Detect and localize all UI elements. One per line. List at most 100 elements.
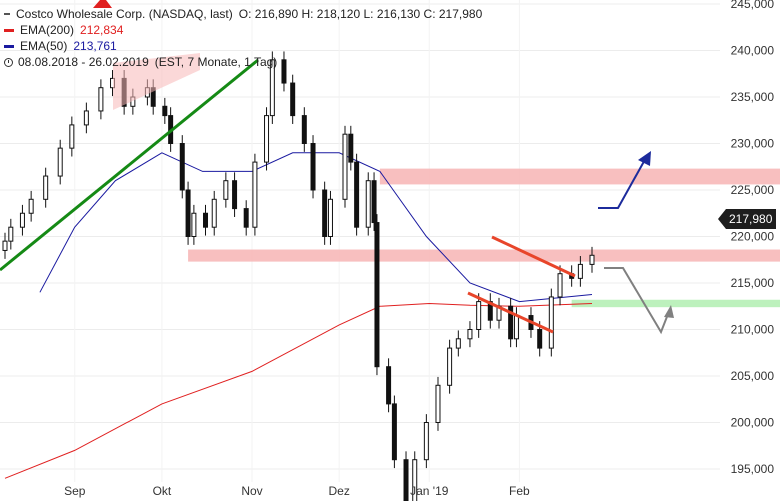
candle-body [365, 180, 371, 228]
ema50-layer [39, 152, 593, 303]
candle-body [412, 459, 418, 501]
last-price-label: 217,980 [729, 212, 773, 226]
ema200-swatch-icon [4, 28, 14, 32]
y-tick-label: 235,000 [731, 90, 775, 104]
x-tick-label: Dez [329, 484, 350, 498]
zone-red [188, 249, 780, 262]
y-tick-label: 215,000 [731, 276, 775, 290]
range-info: (EST, 7 Monate, 1 Tag) [154, 55, 278, 69]
ema50-swatch-icon [4, 44, 14, 48]
candle-body [476, 301, 482, 331]
candle-body [354, 161, 360, 228]
candle-body [327, 198, 333, 238]
chart-legend: Costco Wholesale Corp. (NASDAQ, last) O:… [4, 6, 482, 70]
annotations-layer [0, 0, 674, 335]
x-axis: Sep Okt Nov Dez Jan '19 Feb [64, 484, 530, 498]
candle-body [98, 87, 104, 112]
y-tick-label: 220,000 [731, 230, 775, 244]
candle-body [548, 296, 554, 349]
candle-body [179, 143, 185, 191]
candle-body [342, 133, 348, 200]
clock-icon [4, 57, 13, 67]
y-tick-label: 240,000 [731, 44, 775, 58]
grid-layer [0, 0, 720, 482]
candle-body [290, 82, 296, 117]
candle-body [19, 212, 25, 228]
candle-body [264, 115, 270, 163]
candle-body [386, 366, 392, 405]
candle-body [447, 347, 453, 386]
candle-body [83, 110, 89, 126]
zones-layer [188, 168, 780, 308]
ema50-label: EMA(50) [20, 39, 68, 53]
ohlc-values: O: 216,890 H: 218,120 L: 216,130 C: 217,… [238, 7, 483, 21]
candle-body [403, 459, 409, 501]
ema50-value: 213,761 [73, 39, 117, 53]
candle-body [537, 329, 543, 349]
candle-body [43, 175, 49, 200]
y-axis: 245,000 240,000 235,000 230,000 225,000 220,0… [731, 0, 775, 476]
ema200-value: 212,834 [80, 23, 124, 37]
candle-body [322, 189, 328, 237]
arrow-blue-up [598, 155, 648, 209]
candle-body [211, 198, 217, 228]
ema200-label: EMA(200) [20, 23, 75, 37]
trend-line-green [0, 58, 259, 272]
highlight-zone-top [113, 53, 200, 110]
candle-body [162, 105, 168, 117]
channel-line-lower [467, 291, 554, 334]
y-tick-label: 195,000 [731, 462, 775, 476]
candles-layer [2, 51, 595, 501]
candle-body [191, 212, 197, 237]
zone-green [571, 299, 780, 308]
y-tick-label: 230,000 [731, 137, 775, 151]
dash-icon [4, 13, 10, 15]
candle-body [185, 189, 191, 237]
arrow-blue-head [638, 151, 651, 166]
legend-title-row: Costco Wholesale Corp. (NASDAQ, last) O:… [4, 6, 482, 22]
candle-body [69, 124, 75, 149]
x-tick-label: Jan '19 [410, 484, 449, 498]
top-marker [93, 0, 112, 8]
date-range: 08.08.2018 - 26.02.2019 [18, 55, 149, 69]
channel-line-upper [491, 235, 576, 278]
candle-body [28, 198, 34, 214]
candle-body [508, 305, 514, 340]
x-tick-label: Sep [64, 484, 86, 498]
zone-red [379, 168, 780, 185]
candle-body [423, 422, 429, 461]
last-price-tag: 217,980 [718, 209, 776, 229]
candle-body [371, 180, 377, 224]
y-tick-label: 225,000 [731, 183, 775, 197]
candle-body [57, 147, 63, 177]
arrow-gray-head [664, 305, 674, 318]
y-tick-label: 210,000 [731, 323, 775, 337]
candle-body [243, 208, 249, 228]
candle-body [391, 403, 397, 461]
series-line-EMA(50) [39, 152, 593, 303]
candle-body [301, 115, 307, 144]
candle-body [310, 143, 316, 191]
candle-body [513, 315, 519, 340]
candle-body [374, 222, 380, 368]
candle-body [467, 329, 473, 340]
candle-body [223, 180, 229, 200]
x-tick-label: Okt [153, 484, 172, 498]
candle-body [269, 59, 275, 117]
instrument-name: Costco Wholesale Corp. (NASDAQ, last) [16, 7, 233, 21]
arrow-gray-path [604, 267, 671, 335]
legend-range-row: 08.08.2018 - 26.02.2019 (EST, 7 Monate, … [4, 54, 482, 70]
candle-body [2, 240, 8, 251]
y-tick-label: 200,000 [731, 416, 775, 430]
candle-body [435, 384, 441, 423]
candle-body [557, 273, 563, 298]
candle-body [577, 263, 583, 279]
candle-body [232, 180, 238, 210]
y-tick-label: 205,000 [731, 369, 775, 383]
x-tick-label: Feb [509, 484, 530, 498]
candle-body [348, 133, 354, 163]
candle-body [455, 338, 461, 349]
legend-ema200-row: EMA(200) 212,834 [4, 22, 482, 38]
legend-ema50-row: EMA(50) 213,761 [4, 38, 482, 54]
